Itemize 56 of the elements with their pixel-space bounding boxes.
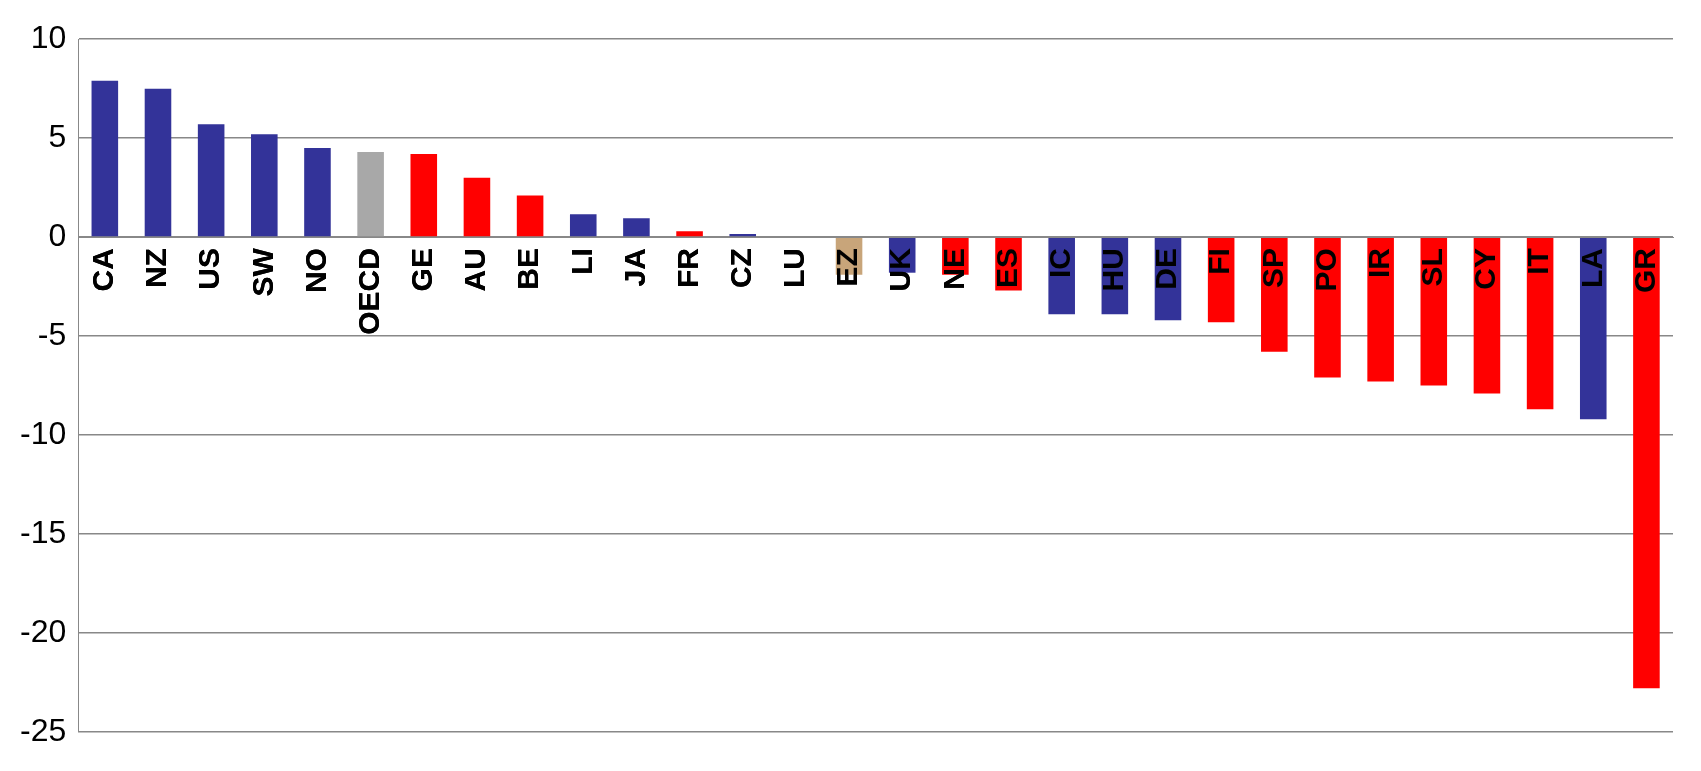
bar [197, 124, 225, 237]
bar [463, 177, 491, 237]
x-tick-label: PO [1308, 248, 1342, 292]
x-tick-label: DE [1149, 248, 1183, 290]
x-tick-label: LI [564, 248, 598, 275]
x-tick-label: NE [936, 248, 970, 290]
bar [410, 153, 438, 237]
x-tick-label: NZ [139, 248, 173, 289]
x-tick-label: HU [1096, 248, 1130, 292]
y-tick-label: 5 [48, 117, 67, 154]
bar [1526, 237, 1554, 410]
x-tick-label: OECD [351, 248, 385, 335]
x-tick-label: FR [670, 247, 704, 289]
x-tick-label: SW [245, 247, 279, 297]
x-tick-label: EZ [830, 248, 864, 287]
x-tick-label: LU [777, 248, 811, 289]
y-tick-label: -10 [20, 414, 67, 451]
bar [516, 195, 544, 237]
x-tick-label: NO [298, 248, 332, 294]
y-tick-label: -25 [20, 711, 67, 748]
x-tick-label: ES [989, 248, 1023, 289]
x-tick-label: AU [458, 248, 492, 292]
bar [1367, 237, 1394, 382]
x-tick-label: JA [617, 248, 651, 287]
bar [1633, 237, 1660, 689]
y-tick-label: -20 [20, 612, 67, 649]
bar [676, 231, 703, 237]
x-tick-label: UK [883, 247, 917, 292]
bar [729, 234, 757, 237]
y-tick-label: 0 [48, 216, 67, 253]
x-tick-label: FI [1202, 248, 1236, 275]
y-tick-label: -15 [20, 513, 67, 550]
bar [144, 88, 172, 237]
x-tick-label: SL [1415, 248, 1449, 287]
y-tick-label: -5 [37, 315, 67, 352]
x-tick-label: IT [1521, 248, 1555, 275]
x-tick-label: BE [511, 248, 545, 290]
x-tick-label: GE [405, 248, 439, 292]
bar [1579, 237, 1607, 420]
x-tick-label: CZ [723, 248, 757, 289]
bar [623, 218, 650, 237]
x-tick-label: LA [1574, 248, 1608, 289]
bar [569, 214, 597, 237]
x-tick-label: IR [1361, 247, 1395, 279]
x-tick-label: US [192, 248, 226, 290]
bar [91, 80, 119, 237]
bar [251, 134, 278, 237]
bar [1420, 237, 1448, 386]
x-tick-label: GR [1627, 247, 1661, 294]
x-tick-label: IC [1042, 248, 1076, 279]
y-tick-label: 10 [30, 19, 67, 56]
x-tick-label: CY [1468, 248, 1502, 290]
x-tick-label: CA [86, 248, 120, 292]
bar [357, 152, 384, 237]
bar [304, 148, 331, 237]
x-tick-label: SP [1255, 248, 1289, 289]
